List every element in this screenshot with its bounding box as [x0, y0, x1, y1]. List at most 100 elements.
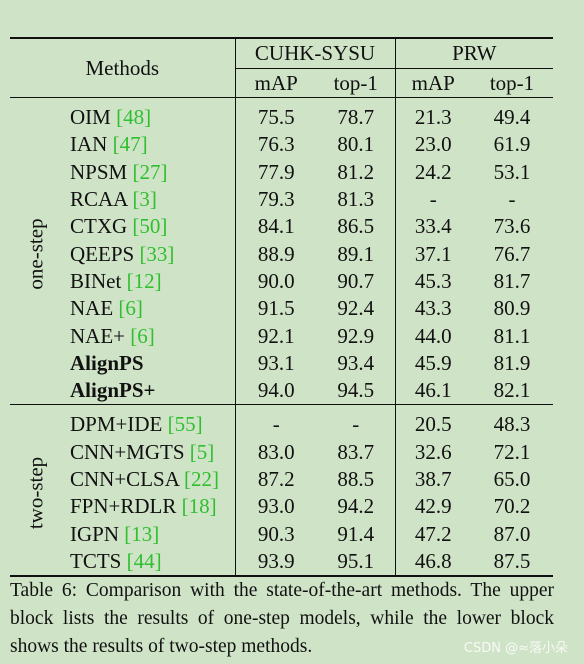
value-cell-prw-map: 24.2 — [414, 159, 452, 184]
value-cell-prw-map: 32.6 — [414, 439, 452, 464]
value-cell-cuhk-top1: 94.5 — [317, 376, 396, 405]
value-cell-prw-map: 45.3 — [414, 268, 452, 293]
value-cell-prw-top1: 81.7 — [493, 268, 531, 293]
citation-link[interactable]: [5] — [189, 439, 215, 464]
value-cell-cuhk-map: 83.0 — [257, 439, 295, 464]
group-label: two-step — [23, 456, 48, 530]
citation-link[interactable]: [48] — [116, 105, 152, 130]
value-cell-cuhk-top1: 89.1 — [317, 240, 396, 268]
citation-link[interactable]: [27] — [132, 159, 168, 184]
value-cell-prw-top1: 53.1 — [493, 159, 531, 184]
group-separator — [10, 97, 553, 104]
value-cell-cuhk-top1: 86.5 — [317, 213, 396, 241]
method-cell: QEEPS [33] — [62, 240, 236, 268]
citation-link[interactable]: [18] — [181, 494, 217, 519]
citation-link[interactable]: [13] — [124, 521, 160, 546]
method-name: CNN+MGTS — [70, 439, 185, 464]
value-cell-prw-map: 47.2 — [414, 521, 452, 546]
table-row: IGPN [13] 90.3 91.4 47.2 87.0 — [10, 520, 553, 548]
citation-link[interactable]: [44] — [126, 548, 162, 573]
citation-link[interactable]: [55] — [167, 412, 203, 437]
table-caption: Table 6: Comparison with the state-of-th… — [10, 580, 554, 657]
method-name: OIM — [70, 105, 111, 130]
citation-link[interactable]: [6] — [130, 323, 155, 348]
value-cell-cuhk-map: 90.3 — [257, 521, 295, 546]
value-cell-prw-top1: 70.2 — [493, 494, 531, 519]
value-cell-cuhk-top1: 93.4 — [317, 349, 396, 377]
method-cell: CTXG [50] — [62, 213, 236, 241]
value-cell-cuhk-map: 94.0 — [257, 378, 295, 403]
table-row: NAE [6] 91.5 92.4 43.3 80.9 — [10, 295, 553, 323]
citation-link[interactable]: [6] — [118, 296, 143, 321]
method-cell: NPSM [27] — [62, 158, 236, 186]
method-name: FPN+RDLR — [70, 494, 177, 519]
citation-link[interactable]: [33] — [139, 241, 175, 266]
method-cell: OIM [48] — [62, 104, 236, 132]
citation-link[interactable]: [12] — [126, 268, 162, 293]
value-cell-cuhk-top1: 83.7 — [317, 438, 396, 466]
method-cell: IGPN [13] — [62, 520, 236, 548]
value-cell-prw-map: 33.4 — [414, 214, 452, 239]
value-cell-cuhk-top1: 88.5 — [317, 465, 396, 494]
value-cell-prw-top1: 81.9 — [493, 350, 531, 375]
value-cell-prw-map: 23.0 — [414, 132, 452, 157]
value-cell-cuhk-top1: - — [317, 411, 396, 439]
metric-header-cuhk-top1: top-1 — [317, 68, 396, 98]
method-name: CTXG — [70, 214, 128, 239]
value-cell-prw-map: 45.9 — [414, 350, 452, 375]
method-cell: AlignPS — [62, 349, 236, 377]
value-cell-prw-top1: 87.5 — [471, 547, 553, 578]
citation-link[interactable]: [3] — [132, 187, 157, 212]
citation-link[interactable]: [50] — [132, 214, 168, 239]
value-cell-prw-map: 43.3 — [414, 296, 452, 321]
value-cell-cuhk-top1: 92.4 — [317, 295, 396, 323]
table-row: QEEPS [33] 88.9 89.1 37.1 76.7 — [10, 240, 553, 268]
value-cell-prw-map: 46.8 — [395, 547, 471, 578]
method-cell: IAN [47] — [62, 131, 236, 159]
citation-link[interactable]: [47] — [112, 132, 148, 157]
value-cell-cuhk-top1: 81.2 — [317, 158, 396, 186]
method-name: CNN+CLSA — [70, 467, 179, 491]
value-cell-cuhk-map: 93.9 — [235, 547, 317, 578]
citation-link[interactable]: [22] — [183, 467, 219, 491]
value-cell-cuhk-map: 90.0 — [257, 268, 295, 293]
group-separator — [10, 404, 553, 412]
table-row: CTXG [50] 84.1 86.5 33.4 73.6 — [10, 213, 553, 241]
table-row: NAE+ [6] 92.1 92.9 44.0 81.1 — [10, 322, 553, 350]
value-cell-cuhk-map: 91.5 — [257, 296, 295, 321]
method-cell: NAE+ [6] — [62, 322, 236, 350]
value-cell-cuhk-top1: 80.1 — [317, 131, 396, 159]
group-label-cell: two-step — [10, 411, 62, 578]
value-cell-prw-map: 44.0 — [414, 323, 452, 348]
method-cell: RCAA [3] — [62, 185, 236, 214]
value-cell-cuhk-top1: 94.2 — [317, 493, 396, 521]
value-cell-prw-top1: 87.0 — [493, 521, 531, 546]
table-row: CNN+MGTS [5] 83.0 83.7 32.6 72.1 — [10, 438, 553, 466]
metric-header-prw-top1: top-1 — [489, 70, 535, 95]
value-cell-prw-top1: 73.6 — [493, 214, 531, 239]
value-cell-prw-top1: 61.9 — [493, 132, 531, 157]
value-cell-prw-map: 42.9 — [414, 494, 452, 519]
value-cell-cuhk-top1: 81.3 — [317, 185, 396, 214]
value-cell-cuhk-top1: 78.7 — [317, 104, 396, 132]
table-row: RCAA [3] 79.3 81.3 - - — [10, 185, 553, 214]
value-cell-prw-map: 20.5 — [414, 412, 452, 437]
value-cell-cuhk-top1: 95.1 — [317, 547, 396, 578]
header-row-2: mAP top-1 mAP top-1 — [10, 68, 553, 98]
value-cell-prw-top1: 81.1 — [493, 323, 531, 348]
watermark: CSDN @≈落小朵 — [463, 641, 568, 656]
metric-header-prw-map: mAP — [411, 70, 455, 95]
group-label: one-step — [23, 218, 48, 290]
value-cell-cuhk-top1: 90.7 — [317, 267, 396, 296]
method-name: IGPN — [70, 521, 120, 546]
table-row: IAN [47] 76.3 80.1 23.0 61.9 — [10, 131, 553, 159]
value-cell-cuhk-map: 88.9 — [257, 241, 295, 266]
table-row: BINet [12] 90.0 90.7 45.3 81.7 — [10, 267, 553, 296]
value-cell-prw-map: - — [429, 187, 437, 212]
value-cell-cuhk-map: 93.1 — [257, 350, 295, 375]
method-name: RCAA — [70, 187, 128, 212]
table-row: NPSM [27] 77.9 81.2 24.2 53.1 — [10, 158, 553, 186]
table-row: TCTS [44] 93.9 95.1 46.8 87.5 — [10, 547, 553, 578]
method-cell: FPN+RDLR [18] — [62, 493, 236, 521]
dataset-header-cuhk: CUHK-SYSU — [235, 37, 396, 69]
